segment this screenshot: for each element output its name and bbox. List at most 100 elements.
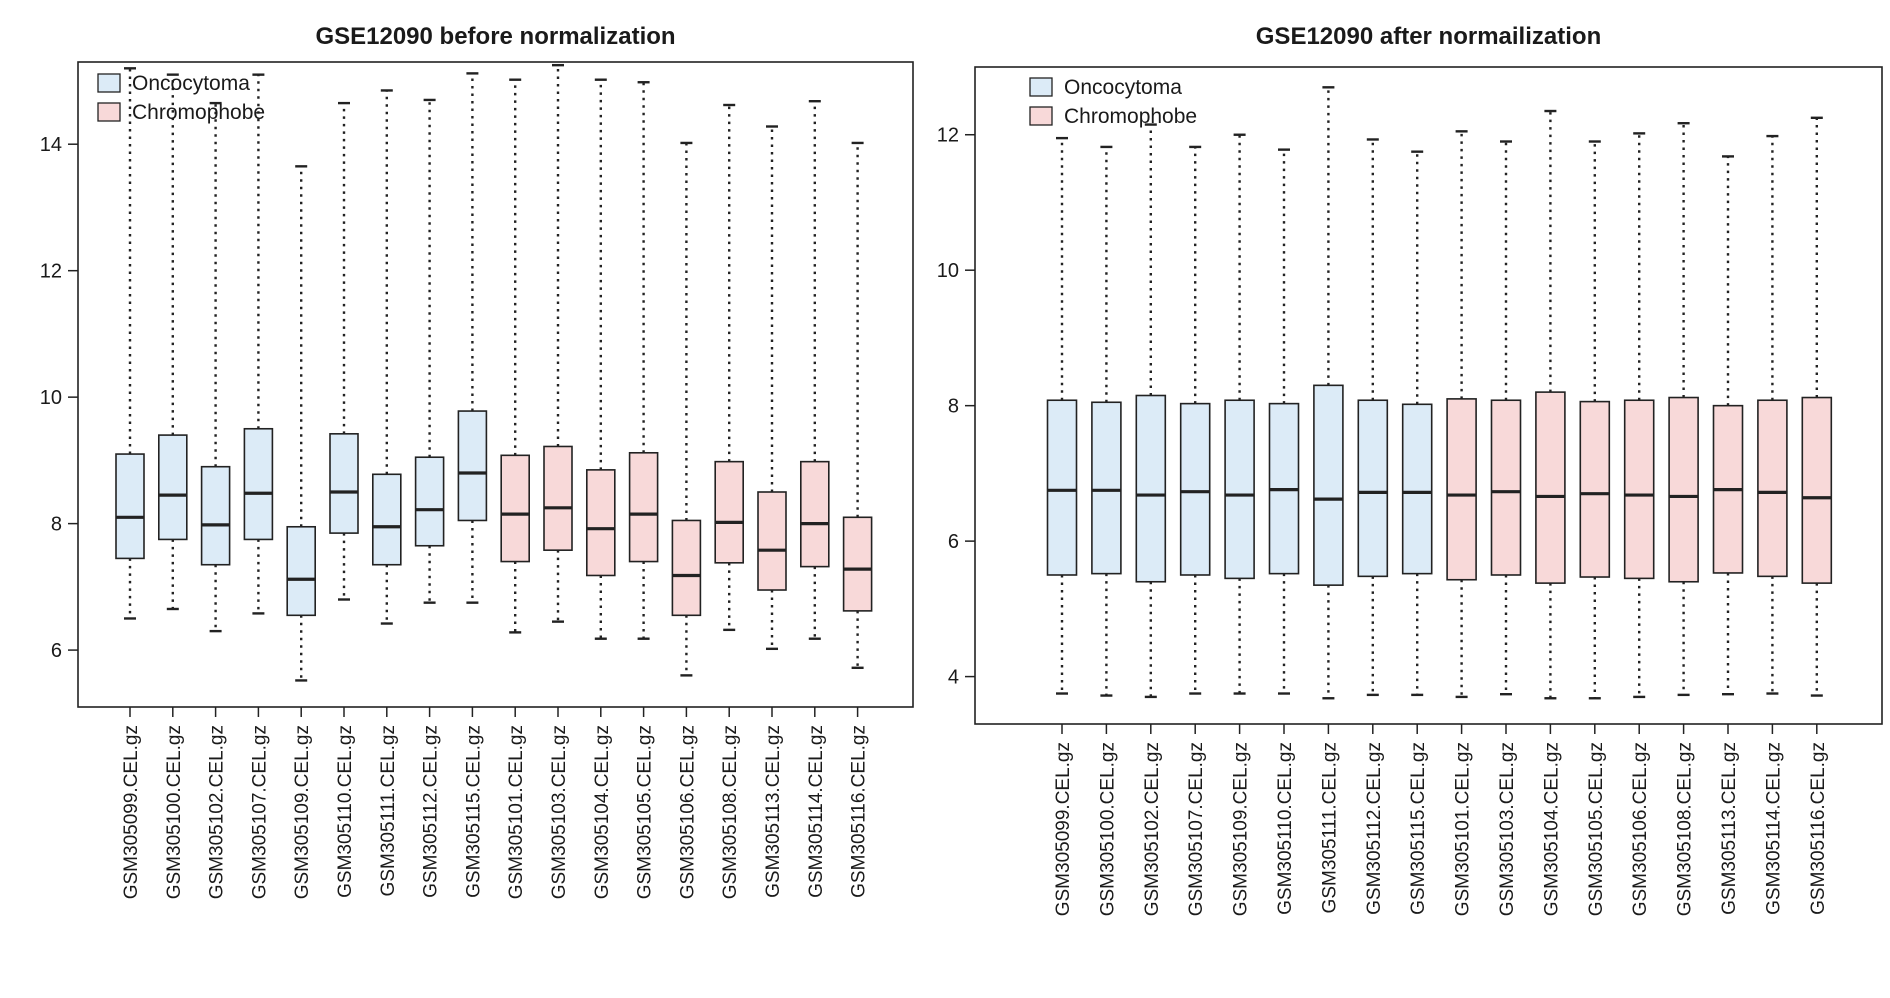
iqr-box [1801, 396, 1833, 584]
box-GSM305108.CEL.gz [714, 103, 745, 632]
x-tick-label: GSM305115.CEL.gz [463, 725, 484, 898]
box-GSM305107.CEL.gz [243, 73, 274, 615]
iqr-box [457, 410, 488, 522]
iqr-box [757, 491, 787, 591]
x-tick-label: GSM305102.CEL.gz [207, 725, 228, 899]
iqr-box [1313, 384, 1344, 586]
x-tick-label: GSM305102.CEL.gz [1142, 742, 1163, 916]
x-tick-label: GSM305112.CEL.gz [421, 725, 442, 898]
box-GSM305100.CEL.gz [1091, 145, 1122, 697]
chart-title: GSE12090 after normailization [1256, 23, 1601, 50]
x-tick-label: GSM305104.CEL.gz [1541, 742, 1562, 916]
x-tick-label: GSM305100.CEL.gz [1097, 742, 1118, 916]
iqr-box [158, 434, 188, 541]
iqr-box [799, 460, 830, 568]
y-tick-label: 4 [948, 667, 959, 689]
box-GSM305099.CEL.gz [115, 67, 145, 620]
box-GSM305100.CEL.gz [158, 73, 188, 611]
x-tick-label: GSM305105.CEL.gz [635, 725, 656, 899]
x-tick-label: GSM305110.CEL.gz [335, 725, 356, 898]
box-GSM305115.CEL.gz [1401, 150, 1433, 697]
box-GSM305103.CEL.gz [1490, 140, 1522, 696]
iqr-box [1579, 400, 1611, 578]
box-GSM305116.CEL.gz [842, 141, 873, 669]
box-GSM305104.CEL.gz [585, 78, 616, 640]
box-GSM305103.CEL.gz [543, 63, 573, 623]
x-tick-label: GSM305108.CEL.gz [1675, 742, 1696, 916]
x-tick-label: GSM305114.CEL.gz [1763, 742, 1784, 915]
iqr-box [1224, 399, 1255, 580]
x-tick-label: GSM305103.CEL.gz [1497, 742, 1518, 916]
iqr-box [1091, 401, 1122, 575]
legend-label-chromophobe: Chromophobe [1064, 105, 1197, 128]
box-GSM305115.CEL.gz [457, 72, 488, 604]
legend-label-oncocytoma: Oncocytoma [1064, 76, 1182, 99]
x-tick-label: GSM305107.CEL.gz [1186, 742, 1207, 916]
legend-swatch-chromophobe [1029, 106, 1053, 126]
box-GSM305106.CEL.gz [1623, 132, 1655, 699]
legend-swatch-oncocytoma [97, 73, 121, 93]
x-tick-label: GSM305111.CEL.gz [378, 725, 399, 896]
iqr-box [1623, 399, 1655, 580]
y-tick-label: 8 [948, 396, 959, 418]
box-GSM305105.CEL.gz [628, 81, 659, 640]
x-tick-label: GSM305101.CEL.gz [1453, 742, 1474, 916]
x-tick-label: GSM305099.CEL.gz [121, 725, 142, 899]
iqr-box [1135, 394, 1167, 583]
box-GSM305110.CEL.gz [1268, 148, 1300, 695]
box-GSM305112.CEL.gz [414, 98, 445, 604]
x-tick-label: GSM305113.CEL.gz [1719, 742, 1740, 915]
legend-swatch-chromophobe [97, 102, 121, 122]
box-GSM305116.CEL.gz [1801, 116, 1833, 697]
chart-title: GSE12090 before normalization [315, 23, 675, 50]
box-GSM305106.CEL.gz [671, 141, 702, 677]
box-GSM305101.CEL.gz [500, 78, 531, 634]
x-tick-label: GSM305114.CEL.gz [806, 725, 827, 898]
y-tick-label: 8 [51, 514, 62, 536]
y-tick-label: 6 [948, 531, 959, 553]
x-tick-label: GSM305110.CEL.gz [1275, 742, 1296, 915]
box-GSM305101.CEL.gz [1446, 130, 1477, 699]
legend-swatch-oncocytoma [1029, 77, 1053, 97]
x-tick-label: GSM305103.CEL.gz [549, 725, 570, 899]
iqr-box [1757, 399, 1788, 578]
panel-after-normalization: GSE12090 after normailization 4 6 8 10 12 GSM… [937, 23, 1883, 916]
box-GSM305109.CEL.gz [286, 165, 317, 682]
x-tick-label: GSM305100.CEL.gz [164, 725, 185, 899]
x-tick-label: GSM305111.CEL.gz [1319, 742, 1340, 913]
x-tick-label: GSM305109.CEL.gz [1231, 742, 1252, 916]
iqr-box [1668, 396, 1699, 583]
x-tick-label: GSM305107.CEL.gz [249, 725, 270, 899]
iqr-box [329, 433, 359, 534]
box-GSM305105.CEL.gz [1579, 140, 1611, 700]
y-tick-label: 6 [51, 640, 62, 662]
box-GSM305102.CEL.gz [200, 101, 231, 633]
x-tick-label: GSM305101.CEL.gz [506, 725, 527, 899]
x-tick-label: GSM305108.CEL.gz [720, 725, 741, 899]
box-GSM305113.CEL.gz [1712, 155, 1744, 696]
box-GSM305110.CEL.gz [329, 101, 359, 601]
y-tick-label: 10 [937, 260, 959, 282]
box-GSM305111.CEL.gz [1313, 86, 1344, 700]
box-GSM305112.CEL.gz [1357, 138, 1389, 697]
box-GSM305114.CEL.gz [799, 100, 830, 640]
x-tick-label: GSM305099.CEL.gz [1053, 742, 1074, 916]
iqr-box [286, 525, 317, 617]
iqr-box [1446, 398, 1477, 581]
y-tick-label: 12 [937, 125, 959, 147]
box-GSM305108.CEL.gz [1668, 122, 1699, 697]
iqr-box [371, 473, 402, 566]
iqr-box [543, 445, 573, 551]
iqr-box [243, 427, 274, 541]
x-tick-label: GSM305104.CEL.gz [592, 725, 613, 899]
x-tick-label: GSM305105.CEL.gz [1586, 742, 1607, 916]
y-tick-label: 14 [40, 134, 62, 156]
box-GSM305111.CEL.gz [371, 89, 402, 625]
iqr-box [671, 519, 702, 617]
plot-frame [974, 66, 1883, 725]
iqr-box [115, 453, 145, 560]
iqr-box [842, 516, 873, 612]
iqr-box [200, 465, 231, 566]
legend-label-oncocytoma: Oncocytoma [132, 72, 250, 95]
